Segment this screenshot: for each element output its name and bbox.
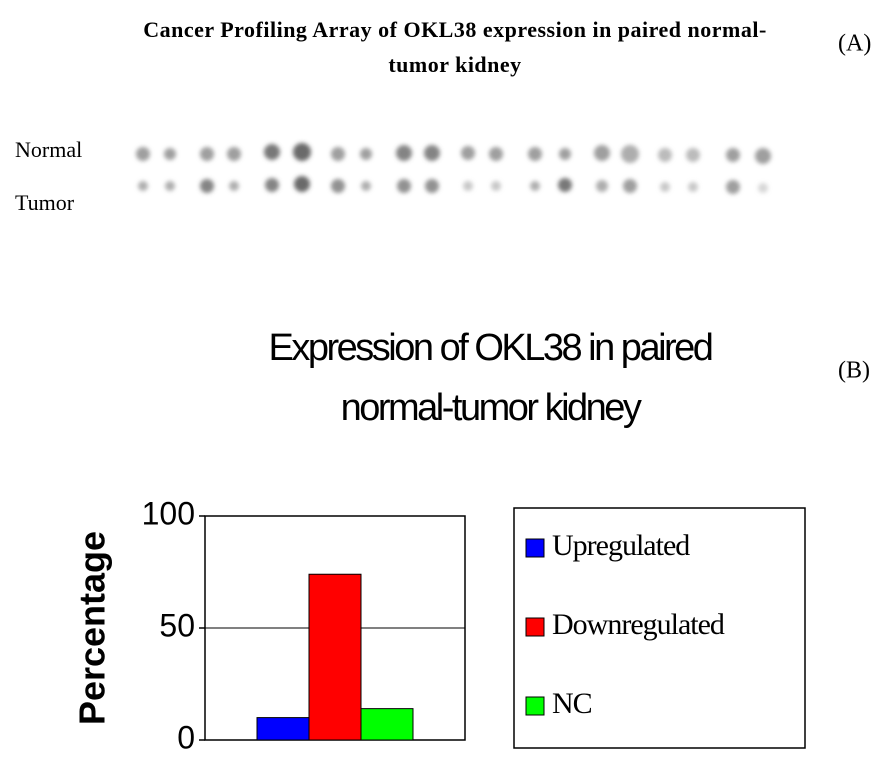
legend-label: Downregulated: [552, 608, 725, 641]
bar: [257, 718, 309, 740]
blot-spots: [136, 143, 771, 194]
panel-label: (A): [838, 31, 871, 57]
legend-swatch: [526, 618, 544, 636]
legend-swatch: [526, 697, 544, 715]
y-tick-label: 50: [159, 607, 195, 643]
figure: (A) Normal Tumor (B) Percentage 0 50 100 Up…: [0, 0, 893, 757]
bar: [361, 709, 413, 740]
bar: [309, 574, 361, 740]
legend-label: NC: [552, 687, 592, 720]
row-label: Tumor: [15, 190, 75, 215]
row-label: Normal: [15, 137, 82, 162]
panel-label: (B): [838, 358, 870, 384]
legend-label: Upregulated: [552, 529, 690, 562]
chart-title: Expression of OKL38 in paired normal-tum…: [220, 318, 760, 438]
legend-swatch: [526, 539, 544, 557]
y-axis-label: Percentage: [72, 531, 113, 725]
panel-a-title: Cancer Profiling Array of OKL38 expressi…: [120, 12, 790, 82]
y-tick-label: 0: [177, 719, 195, 755]
y-tick-label: 100: [142, 495, 195, 531]
